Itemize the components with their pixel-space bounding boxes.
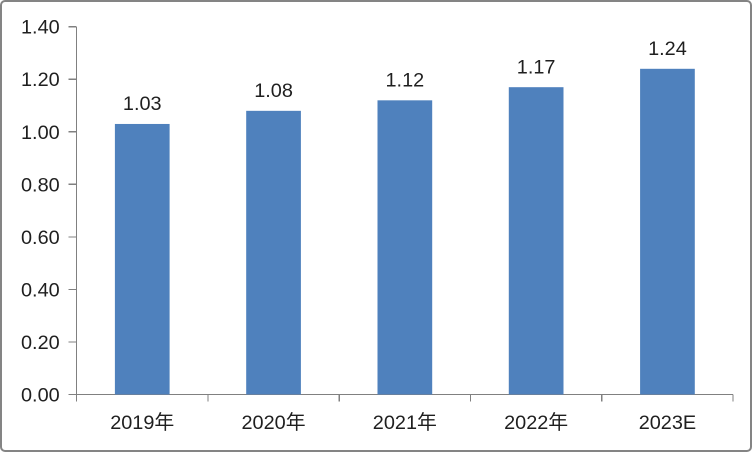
bar-value-label: 1.08 [254, 80, 293, 102]
y-axis-tick-label: 0.00 [21, 384, 60, 406]
y-axis-tick-label: 0.80 [21, 174, 60, 196]
x-axis-category-label: 2019年 [110, 412, 174, 434]
x-axis-category-label: 2021年 [373, 412, 437, 434]
bar-value-label: 1.24 [648, 38, 687, 60]
bar [377, 100, 433, 395]
y-axis-tick-label: 1.20 [21, 69, 60, 91]
bar [246, 110, 301, 395]
y-axis-tick-label: 0.20 [21, 332, 60, 354]
bar [640, 68, 695, 395]
bar-value-label: 1.03 [123, 93, 162, 115]
x-axis-category-label: 2022年 [504, 412, 568, 434]
bar-value-label: 1.12 [385, 69, 424, 91]
bar-value-label: 1.17 [517, 56, 556, 78]
bar [508, 87, 564, 395]
x-axis-category-label: 2020年 [241, 412, 305, 434]
bar [114, 123, 170, 395]
y-axis-tick-label: 0.60 [21, 227, 60, 249]
y-axis-tick-label: 1.00 [21, 122, 60, 144]
y-axis-tick-label: 0.40 [21, 279, 60, 301]
x-axis-category-label: 2023E [639, 412, 696, 434]
y-axis-tick-label: 1.40 [21, 17, 60, 39]
